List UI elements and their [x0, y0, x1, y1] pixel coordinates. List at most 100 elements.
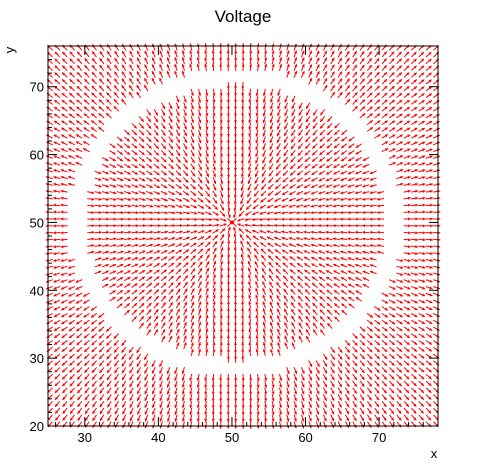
field-arrow [330, 43, 335, 51]
field-arrow [276, 294, 281, 302]
field-arrow [310, 250, 318, 254]
field-arrow [352, 400, 357, 408]
field-arrow [403, 272, 411, 276]
field-arrow [53, 292, 61, 297]
field-arrow [352, 105, 358, 112]
field-arrow [262, 294, 266, 302]
field-arrow [84, 71, 90, 78]
field-arrow [219, 156, 223, 164]
field-arrow [403, 175, 411, 180]
field-arrow [60, 210, 68, 214]
field-arrow [113, 346, 120, 353]
field-arrow [60, 252, 68, 256]
field-arrow [189, 380, 193, 388]
field-arrow [317, 224, 326, 228]
field-arrow [227, 204, 231, 212]
field-arrow [234, 348, 238, 356]
y-tick-label: 50 [30, 215, 44, 230]
field-arrow [190, 190, 197, 197]
field-arrow [300, 400, 305, 409]
field-arrow [94, 250, 102, 254]
field-arrow [264, 50, 268, 58]
field-arrow [109, 263, 117, 268]
field-arrow [234, 335, 238, 343]
field-arrow [205, 115, 209, 124]
field-arrow [322, 407, 327, 415]
field-arrow [311, 269, 318, 275]
field-arrow [131, 316, 138, 323]
field-arrow [211, 401, 215, 409]
field-arrow [262, 335, 266, 343]
field-arrow [246, 197, 252, 204]
field-arrow [53, 231, 61, 235]
field-arrow [54, 58, 61, 65]
field-arrow [241, 136, 245, 144]
field-arrow [264, 43, 268, 51]
field-arrow [75, 154, 83, 159]
field-arrow [433, 120, 440, 126]
field-arrow [376, 204, 385, 208]
field-arrow [262, 143, 266, 151]
field-arrow [344, 71, 350, 78]
field-arrow [151, 57, 156, 65]
field-arrow [183, 115, 187, 123]
field-arrow [116, 217, 124, 221]
field-arrow [175, 315, 180, 323]
field-arrow [425, 333, 433, 338]
field-arrow [84, 64, 90, 71]
field-arrow [53, 306, 61, 311]
field-arrow [352, 71, 358, 78]
field-arrow [418, 182, 426, 186]
field-arrow [344, 57, 350, 65]
field-arrow [318, 256, 326, 261]
field-arrow [433, 299, 441, 304]
field-arrow [425, 72, 432, 78]
field-arrow [190, 102, 194, 110]
field-arrow [168, 115, 173, 123]
field-arrow [268, 281, 274, 289]
field-arrow [60, 134, 68, 139]
field-arrow [433, 155, 441, 159]
field-arrow [233, 163, 237, 171]
field-arrow [241, 380, 245, 388]
field-arrow [301, 421, 305, 429]
field-arrow [418, 360, 425, 366]
field-arrow [212, 341, 216, 350]
field-arrow [352, 333, 358, 339]
field-arrow [114, 44, 119, 51]
field-arrow [418, 394, 425, 401]
field-arrow [138, 184, 146, 188]
field-arrow [116, 237, 124, 241]
field-arrow [219, 335, 223, 343]
field-arrow [53, 155, 61, 159]
field-arrow [259, 223, 267, 227]
field-arrow [168, 249, 175, 254]
field-arrow [352, 44, 358, 51]
field-arrow [425, 238, 433, 242]
field-arrow [174, 57, 178, 65]
field-arrow [255, 281, 259, 289]
field-arrow [159, 367, 163, 375]
field-arrow [181, 63, 185, 72]
field-arrow [60, 258, 68, 262]
field-arrow [219, 197, 224, 205]
field-arrow [288, 217, 296, 221]
field-arrow [91, 353, 98, 360]
field-arrow [91, 71, 97, 78]
field-arrow [94, 264, 102, 268]
field-arrow [69, 373, 75, 380]
field-arrow [337, 407, 342, 415]
field-arrow [61, 373, 68, 380]
field-arrow [433, 279, 441, 283]
field-arrow [168, 288, 174, 295]
field-arrow [94, 184, 102, 188]
field-arrow [411, 203, 419, 207]
field-arrow [362, 163, 370, 168]
field-arrow [315, 414, 320, 422]
field-arrow [204, 380, 208, 388]
field-arrow [166, 367, 171, 375]
field-arrow [281, 236, 289, 241]
field-arrow [249, 50, 253, 58]
field-arrow [359, 51, 365, 58]
field-arrow [67, 258, 76, 263]
